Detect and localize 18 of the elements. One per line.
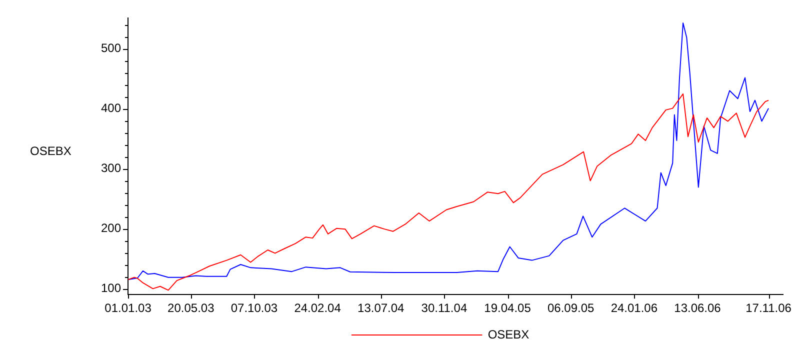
x-tick-label: 17.11.06: [746, 301, 792, 316]
x-tick-label: 20.05.03: [168, 301, 215, 316]
x-tick-label: 24.02.04: [294, 301, 342, 316]
x-tick-label: 13.06.06: [674, 301, 722, 316]
x-tick-label: 13.07.04: [358, 301, 405, 316]
y-tick-label: 100: [100, 280, 122, 295]
y-tick-label: 400: [100, 101, 122, 116]
text: OSEBX: [488, 327, 530, 342]
y-tick-label: 300: [100, 161, 122, 176]
x-tick-label: 07.10.03: [230, 301, 278, 316]
x-tick-label: 19.04.05: [484, 301, 532, 316]
y-tick-label: 200: [100, 220, 122, 235]
x-tick-label: 24.01.06: [610, 301, 658, 316]
x-tick-label: 30.11.04: [421, 301, 468, 316]
x-tick-label: 01.01.03: [104, 301, 152, 316]
x-tick-label: 06.09.05: [547, 301, 595, 316]
y-tick-label: 500: [100, 41, 122, 56]
y-axis-title: OSEBX: [30, 144, 72, 158]
